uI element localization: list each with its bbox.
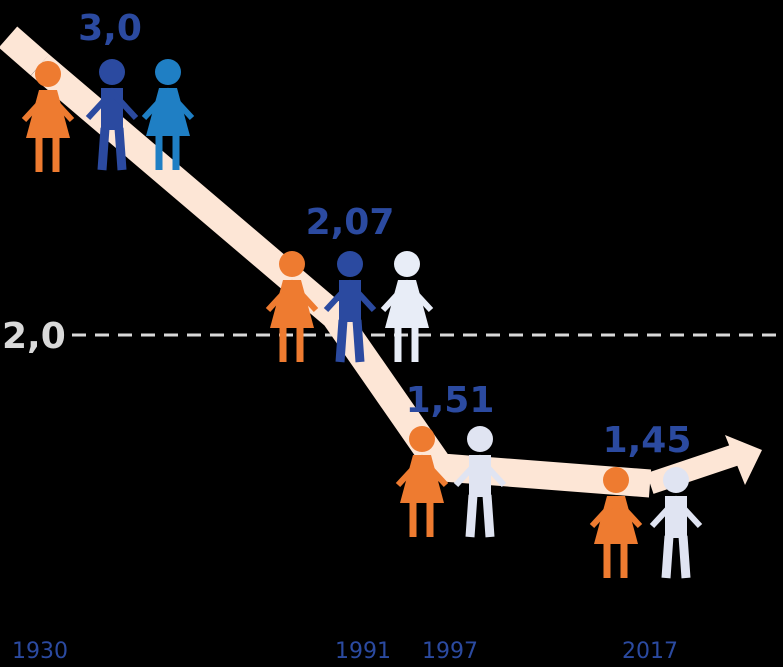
head	[409, 426, 435, 452]
value-label: 3,0	[78, 8, 142, 49]
head	[155, 59, 181, 85]
arms	[589, 495, 643, 529]
legs	[661, 535, 691, 579]
head	[663, 467, 689, 493]
head	[279, 251, 305, 277]
child-figure	[649, 467, 703, 579]
value-label: 2,07	[306, 202, 395, 243]
head	[467, 426, 493, 452]
head	[394, 251, 420, 277]
legs	[279, 328, 304, 362]
arms	[395, 454, 449, 488]
legs	[97, 127, 127, 171]
child-figure	[21, 61, 75, 172]
child-figure	[85, 59, 139, 171]
legs	[409, 503, 434, 537]
arrow-head	[725, 435, 762, 485]
child-figure	[141, 59, 195, 170]
legs	[35, 138, 60, 172]
x-tick-label: 2017	[622, 639, 678, 664]
arms	[21, 89, 75, 123]
child-figure	[395, 426, 449, 537]
legs	[335, 319, 365, 363]
trend-line	[30, 54, 652, 498]
legs	[155, 136, 180, 170]
child-figure	[265, 251, 319, 362]
reference-label: 2,0	[2, 316, 66, 357]
arms	[453, 454, 507, 488]
legs	[603, 544, 628, 578]
head	[99, 59, 125, 85]
arms	[380, 279, 434, 313]
value-label: 1,45	[603, 420, 692, 461]
trend-tail	[0, 26, 50, 76]
child-figure	[453, 426, 507, 538]
arms	[323, 279, 377, 313]
legs	[465, 494, 495, 538]
x-tick-label: 1997	[422, 639, 478, 664]
head	[603, 467, 629, 493]
child-figure	[323, 251, 377, 363]
arms	[265, 279, 319, 313]
x-tick-label: 1930	[12, 639, 68, 664]
arms	[85, 87, 139, 121]
head	[35, 61, 61, 87]
legs	[394, 328, 419, 362]
child-figure	[380, 251, 434, 362]
arms	[649, 495, 703, 529]
value-label: 1,51	[406, 380, 495, 421]
head	[337, 251, 363, 277]
x-tick-label: 1991	[335, 639, 391, 664]
arms	[141, 87, 195, 121]
child-figure	[589, 467, 643, 578]
